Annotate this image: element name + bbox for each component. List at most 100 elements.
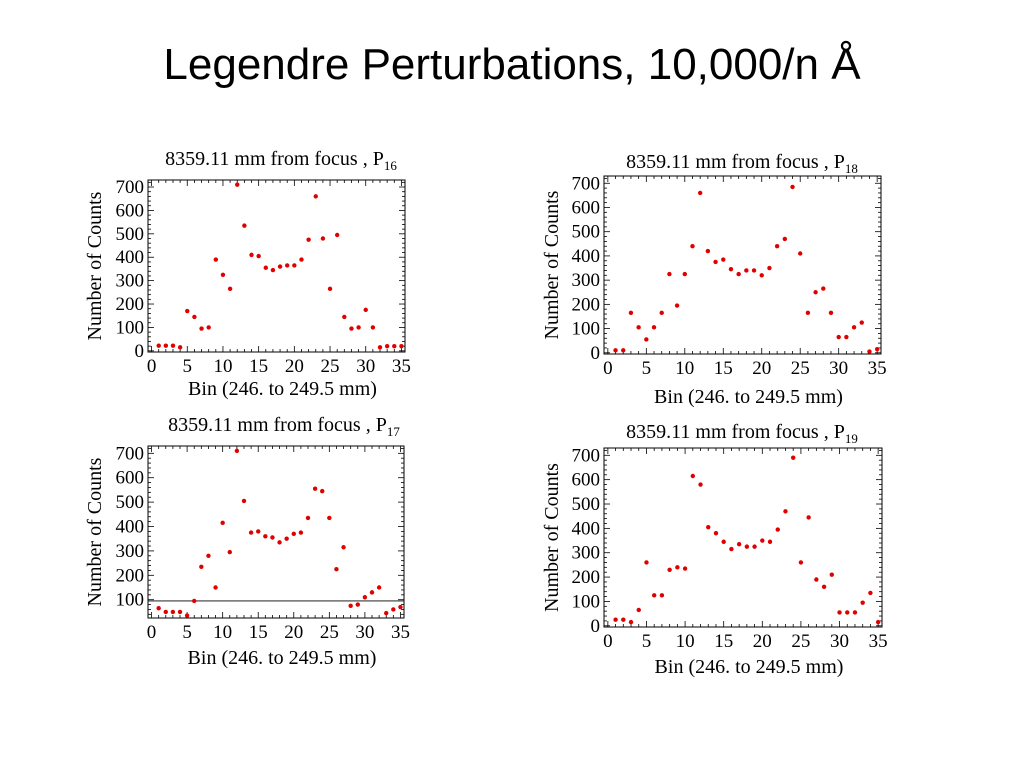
data-point [759, 273, 764, 278]
slide-title: Legendre Perturbations, 10,000/n Å [163, 40, 861, 89]
y-tick-label: 500 [572, 494, 601, 515]
data-point [821, 286, 826, 291]
y-axis-label: Number of Counts [541, 463, 563, 612]
data-point [659, 310, 664, 316]
data-point [391, 607, 396, 612]
data-point [349, 326, 354, 331]
data-point [285, 263, 290, 268]
data-point [721, 257, 726, 262]
data-point [184, 613, 190, 618]
y-tick-label: 300 [572, 270, 601, 291]
data-point [298, 530, 304, 535]
data-point [292, 263, 297, 268]
y-tick-label: 0 [135, 341, 145, 362]
x-tick-label: 15 [714, 631, 733, 652]
data-point [206, 325, 211, 330]
data-point [760, 538, 765, 543]
data-point [384, 610, 389, 616]
data-point [798, 251, 803, 256]
data-point [805, 310, 811, 316]
data-point [628, 310, 634, 316]
y-tick-label: 500 [116, 224, 145, 245]
y-tick-label: 400 [116, 247, 145, 268]
y-tick-label: 200 [116, 294, 145, 315]
data-point [370, 325, 376, 330]
y-tick-label: 300 [116, 271, 145, 292]
x-tick-label: 10 [213, 622, 232, 643]
data-point [851, 325, 857, 330]
data-point [729, 546, 734, 552]
data-point [256, 253, 261, 259]
y-tick-label: 600 [116, 468, 145, 489]
y-tick-label: 700 [116, 177, 145, 198]
plot-frame [147, 445, 405, 619]
data-point [356, 325, 361, 330]
data-point [199, 564, 204, 569]
data-point [363, 307, 368, 313]
data-point [751, 268, 757, 273]
data-point [690, 473, 696, 479]
data-point [767, 265, 772, 271]
x-axis-label: Bin (246. to 249.5 mm) [188, 378, 377, 400]
data-point [299, 257, 304, 262]
data-point [828, 310, 834, 316]
data-point [628, 619, 634, 625]
data-point [334, 567, 339, 572]
data-point [227, 549, 232, 555]
x-tick-label: 5 [183, 356, 193, 377]
y-tick-label: 600 [116, 200, 145, 221]
data-point [270, 267, 276, 273]
data-point [213, 585, 218, 590]
plot-frame [147, 179, 406, 353]
y-tick-label: 500 [116, 492, 145, 513]
data-point [227, 286, 233, 292]
x-tick-label: 25 [321, 356, 340, 377]
x-tick-label: 20 [284, 622, 303, 643]
data-point [844, 334, 849, 340]
chart-title: 8359.11 mm from focus , P17 [168, 414, 400, 439]
data-point [185, 308, 190, 314]
x-tick-label: 20 [752, 358, 771, 379]
y-tick-label: 100 [572, 319, 601, 340]
y-tick-label: 700 [116, 443, 145, 464]
x-tick-label: 30 [356, 356, 375, 377]
x-tick-label: 10 [213, 356, 232, 377]
data-point [736, 271, 741, 277]
data-point [305, 515, 311, 521]
x-tick-label: 0 [147, 622, 157, 643]
x-tick-label: 0 [147, 356, 157, 377]
data-point [867, 349, 872, 354]
data-point [312, 486, 318, 491]
data-point [767, 539, 773, 544]
data-point [220, 520, 225, 526]
data-point [667, 567, 672, 572]
data-point [341, 545, 346, 550]
data-point [355, 602, 360, 607]
chart-title: 8359.11 mm from focus , P19 [626, 421, 858, 446]
data-point [313, 194, 318, 199]
data-point [675, 565, 680, 570]
x-tick-label: 20 [753, 631, 772, 652]
y-tick-label: 200 [572, 294, 601, 315]
data-point [845, 610, 850, 615]
y-tick-label: 200 [116, 565, 145, 586]
x-tick-label: 15 [249, 622, 268, 643]
data-point [241, 498, 247, 504]
data-point [697, 190, 703, 196]
data-point [674, 303, 680, 308]
data-point [774, 244, 780, 249]
x-axis-label: Bin (246. to 249.5 mm) [655, 656, 844, 678]
data-point [277, 264, 283, 269]
data-point [213, 257, 219, 262]
y-axis-label: Number of Counts [84, 457, 106, 606]
data-point [206, 553, 211, 558]
data-point [636, 607, 641, 613]
data-point [644, 337, 649, 342]
data-point [782, 236, 788, 242]
data-point [682, 566, 688, 571]
y-tick-label: 100 [572, 591, 601, 612]
data-point [814, 577, 819, 582]
x-tick-label: 5 [642, 358, 652, 379]
chart-title: 8359.11 mm from focus , P18 [626, 151, 858, 176]
